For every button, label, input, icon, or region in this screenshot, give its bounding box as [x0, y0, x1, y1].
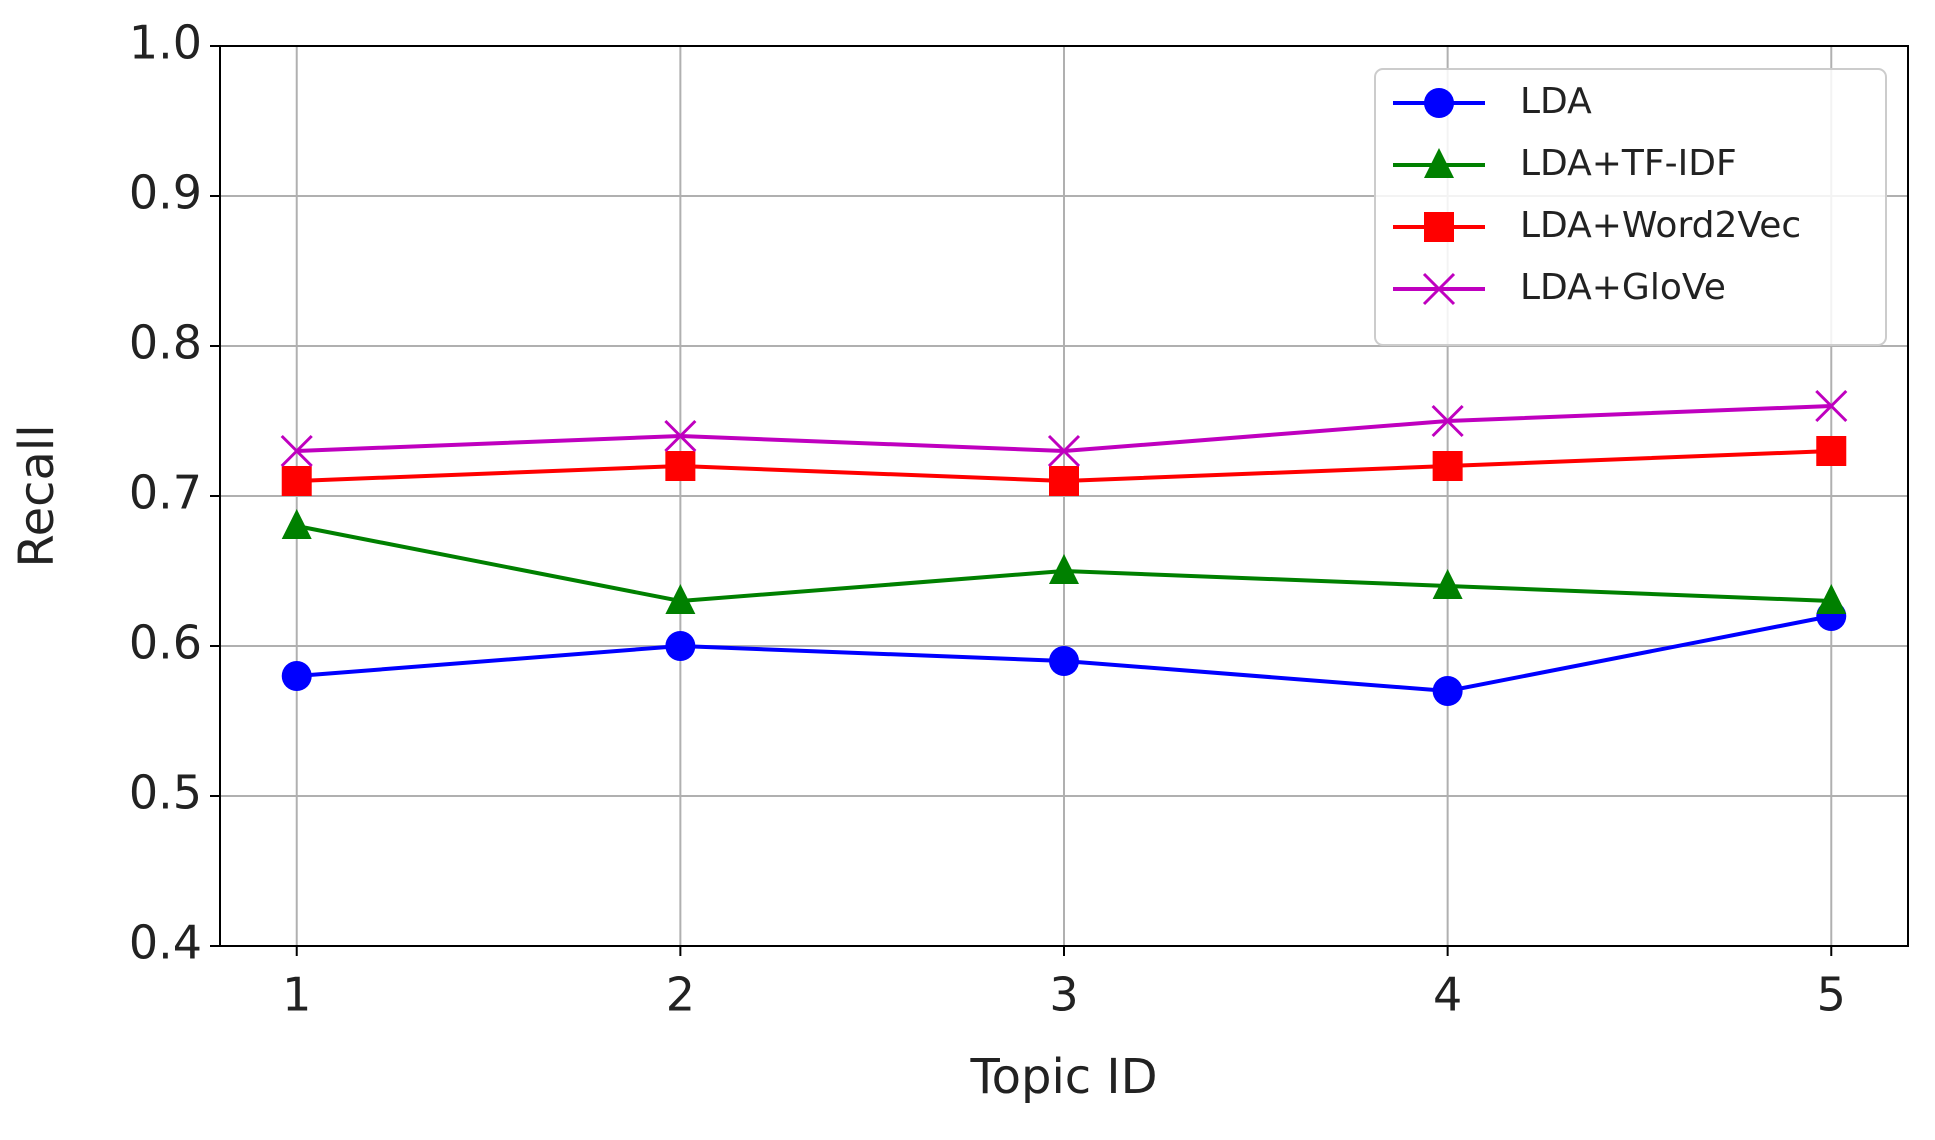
legend-marker: [1424, 88, 1454, 118]
marker: [1047, 434, 1081, 468]
legend-marker: [1422, 272, 1456, 306]
marker: [1816, 584, 1847, 614]
marker: [281, 661, 312, 691]
marker: [665, 631, 696, 661]
marker: [1816, 436, 1847, 466]
y-tick-label: 0.4: [129, 916, 202, 970]
marker: [1432, 569, 1463, 599]
marker: [1049, 646, 1079, 676]
legend-label: LDA+TF-IDF: [1520, 143, 1737, 184]
x-axis-label: Topic ID: [969, 1049, 1157, 1105]
marker: [1049, 466, 1079, 496]
marker: [664, 419, 697, 453]
marker: [1432, 451, 1463, 481]
legend-marker: [1424, 212, 1454, 242]
marker: [1431, 404, 1464, 438]
marker: [281, 466, 312, 496]
x-tick-label: 4: [1433, 968, 1462, 1022]
legend-marker: [1424, 148, 1454, 178]
x-tick-label: 3: [1049, 968, 1078, 1022]
legend-label: LDA+Word2Vec: [1520, 205, 1801, 246]
plot-frame: [219, 45, 1909, 947]
marker: [665, 451, 696, 481]
x-tick-label: 1: [282, 968, 311, 1022]
marker: [281, 509, 312, 539]
marker: [665, 584, 696, 614]
y-tick-label: 1.0: [129, 16, 202, 70]
x-tick-label: 2: [666, 968, 695, 1022]
y-axis-label: Recall: [9, 424, 65, 567]
legend-label: LDA+GloVe: [1520, 267, 1726, 308]
marker: [1815, 389, 1848, 423]
marker: [1432, 676, 1463, 706]
marker: [280, 434, 313, 468]
legend-label: LDA: [1520, 81, 1592, 122]
legend-box: [1374, 68, 1887, 346]
x-tick-label: 5: [1817, 968, 1846, 1022]
y-tick-label: 0.8: [129, 316, 202, 370]
y-tick-label: 0.9: [129, 166, 202, 220]
y-tick-label: 0.7: [129, 466, 202, 520]
marker: [1049, 554, 1079, 584]
y-tick-label: 0.6: [129, 616, 202, 670]
y-tick-label: 0.5: [129, 766, 202, 820]
legend: LDA LDA+TF-IDF LDA+Word2Vec LDA+GloVe: [1374, 68, 1887, 346]
